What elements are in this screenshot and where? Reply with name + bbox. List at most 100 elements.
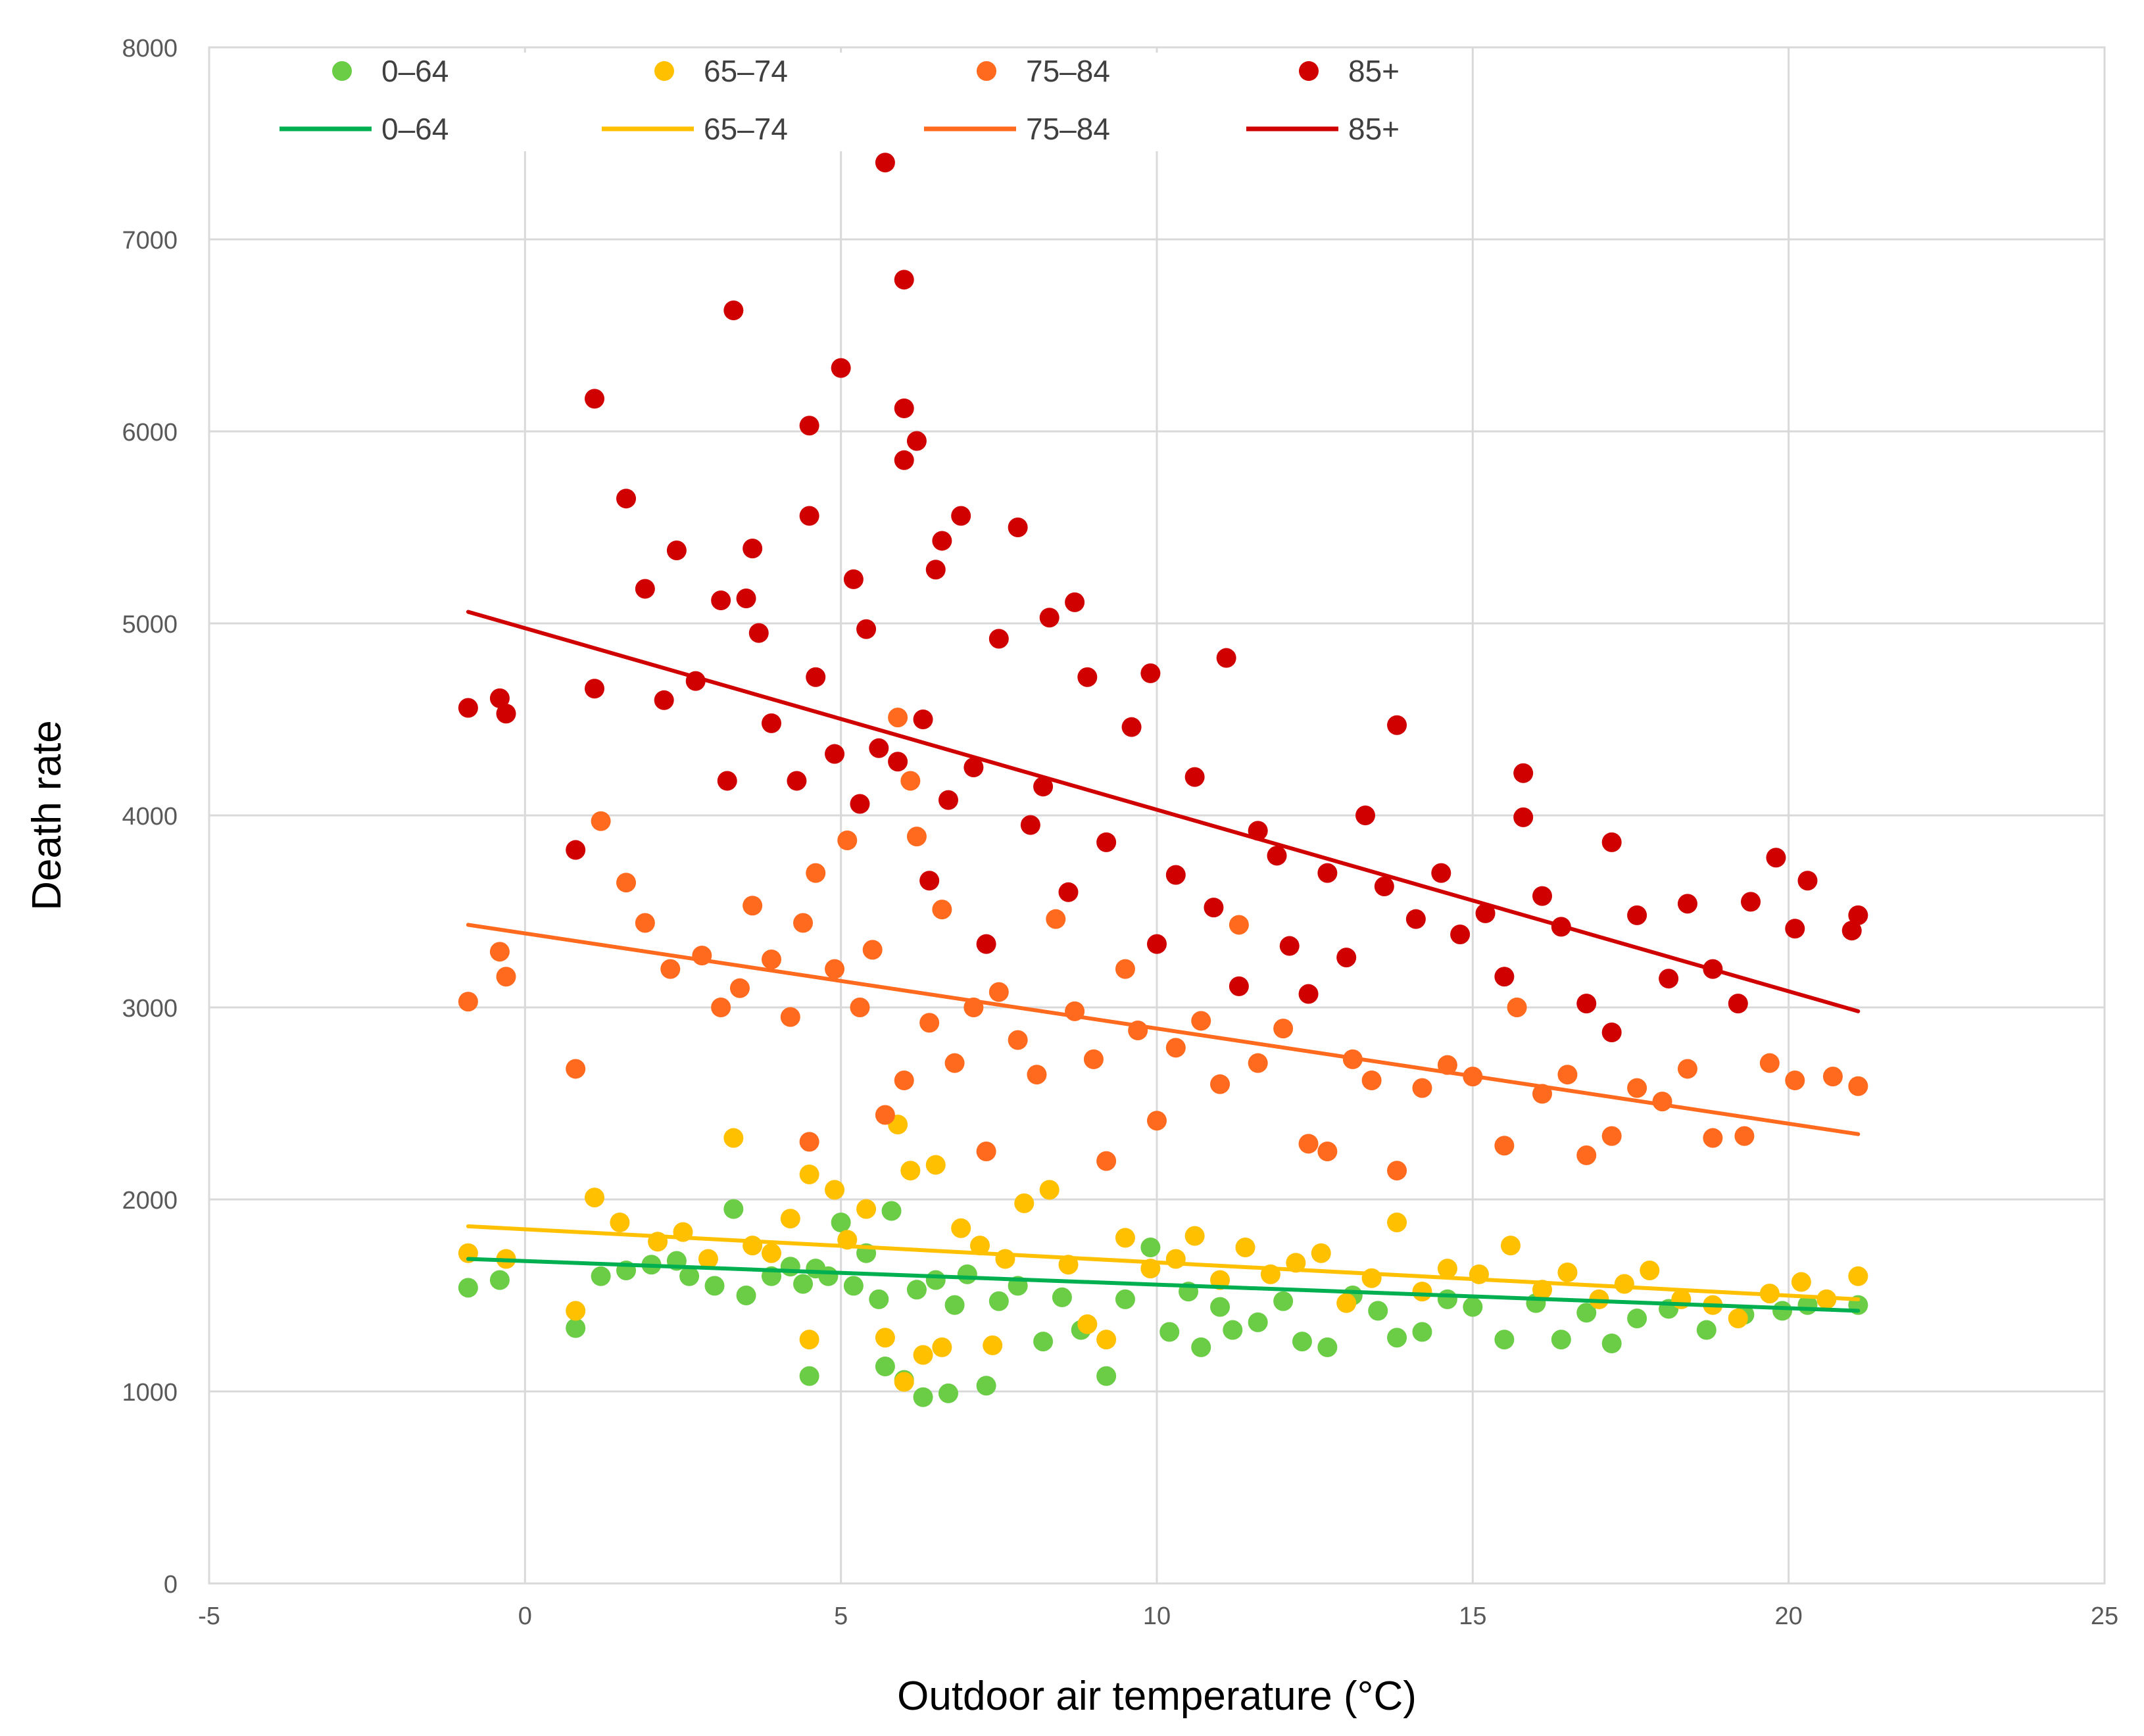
data-point: [1494, 967, 1515, 987]
data-point: [995, 1249, 1015, 1269]
data-point: [666, 541, 687, 561]
data-point: [1229, 976, 1249, 996]
data-point: [988, 982, 1009, 1002]
data-point: [988, 629, 1009, 649]
data-point: [591, 1266, 611, 1286]
data-point: [831, 1213, 851, 1233]
data-point: [1797, 871, 1818, 891]
data-point: [1165, 1249, 1186, 1269]
trend-lines: [466, 610, 1861, 1313]
data-point: [806, 863, 826, 883]
data-point: [957, 1264, 977, 1284]
legend-label-point: 85+: [1348, 54, 1400, 88]
data-point: [875, 1105, 895, 1125]
data-point: [1614, 1274, 1634, 1294]
data-point: [976, 1142, 996, 1161]
data-point: [1336, 948, 1357, 968]
y-tick-label: 1000: [122, 1379, 178, 1407]
data-point: [875, 1357, 895, 1377]
x-axis-title: Outdoor air temperature (°C): [897, 1674, 1417, 1719]
data-point: [1576, 994, 1597, 1014]
data-point: [723, 1199, 744, 1219]
data-point: [698, 1249, 718, 1269]
x-tick-label: 25: [2091, 1603, 2118, 1630]
data-point: [1696, 1320, 1717, 1340]
data-point: [748, 623, 769, 643]
data-point: [1772, 1301, 1793, 1321]
data-point: [780, 1209, 800, 1229]
data-point: [736, 1286, 756, 1305]
data-point: [875, 1328, 895, 1348]
data-point: [894, 270, 914, 290]
data-point: [906, 431, 927, 451]
x-tick-label: 15: [1459, 1603, 1486, 1630]
data-point: [894, 1070, 914, 1090]
data-point: [1387, 1328, 1407, 1348]
data-point: [843, 569, 864, 589]
data-point: [1210, 1074, 1230, 1094]
data-point: [850, 794, 870, 814]
data-point: [1848, 1076, 1868, 1096]
legend: 0–64 65–74 75–84 85+ 0–64 65–74 75–84 85+: [253, 53, 1470, 151]
data-point: [1841, 921, 1862, 941]
data-point: [932, 531, 952, 551]
y-axis-title: Death rate: [24, 720, 70, 911]
data-point: [951, 506, 971, 526]
data-point: [585, 679, 605, 699]
data-point: [1500, 1236, 1521, 1256]
data-point: [913, 1387, 933, 1407]
data-point: [566, 1318, 586, 1338]
data-point: [660, 959, 681, 979]
data-point: [793, 913, 814, 933]
data-point: [894, 1372, 914, 1392]
data-point: [799, 1165, 819, 1185]
data-point: [654, 690, 674, 710]
data-point: [1387, 715, 1407, 735]
data-point: [1020, 815, 1040, 835]
data-point: [1513, 763, 1534, 783]
data-point: [850, 998, 870, 1017]
data-point: [856, 619, 877, 639]
data-point: [787, 771, 807, 791]
data-point: [1008, 1030, 1028, 1050]
data-point: [1368, 1301, 1388, 1321]
data-point: [970, 1236, 990, 1256]
y-tick-label: 2000: [122, 1187, 178, 1215]
y-tick-label: 0: [164, 1571, 178, 1599]
legend-label-point: 75–84: [1026, 54, 1110, 88]
data-point: [1046, 909, 1066, 929]
y-tick-label: 3000: [122, 995, 178, 1023]
data-point: [736, 589, 756, 609]
data-point: [780, 1007, 800, 1027]
data-point: [496, 704, 516, 724]
data-point: [831, 358, 851, 378]
y-tick-label: 5000: [122, 611, 178, 639]
data-point: [1652, 1092, 1672, 1112]
data-point: [1494, 1136, 1515, 1156]
data-point: [799, 1132, 819, 1152]
data-point: [856, 1199, 877, 1219]
data-point: [1412, 1282, 1432, 1302]
gridlines: [208, 46, 2106, 1585]
data-point: [1734, 1126, 1755, 1146]
data-point: [489, 688, 510, 708]
data-point: [1791, 1272, 1811, 1292]
legend-label-line: 0–64: [381, 112, 449, 146]
data-point: [976, 934, 996, 954]
data-point: [1115, 1289, 1135, 1309]
data-point: [799, 506, 819, 526]
data-point: [1601, 1126, 1622, 1146]
data-point: [616, 873, 637, 893]
data-point: [1077, 1314, 1098, 1334]
data-point: [1627, 905, 1647, 925]
data-point: [717, 771, 737, 791]
x-tick-label: 0: [518, 1603, 532, 1630]
data-point: [761, 713, 781, 733]
data-point: [1039, 608, 1060, 628]
data-point: [1267, 846, 1287, 866]
data-point: [825, 744, 845, 764]
data-point: [1223, 1320, 1243, 1340]
data-point: [496, 967, 516, 987]
data-point: [1551, 1330, 1571, 1350]
data-point: [913, 710, 933, 729]
